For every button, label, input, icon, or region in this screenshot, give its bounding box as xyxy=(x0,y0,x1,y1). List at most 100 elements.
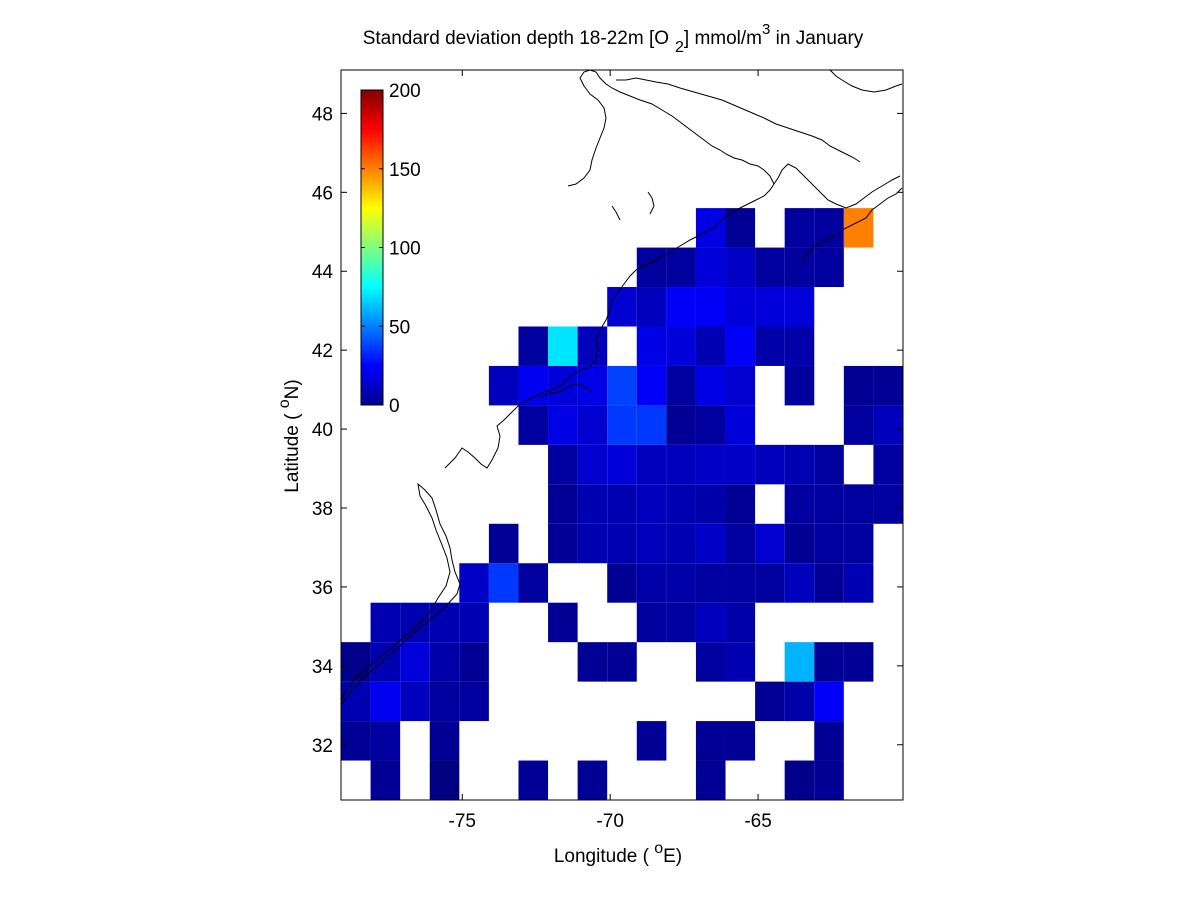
heatmap-cell xyxy=(666,405,696,445)
heatmap-cell xyxy=(548,365,578,406)
heatmap-cell xyxy=(518,365,549,406)
y-axis-ticks: 32 34 36 38 40 42 44 46 48 xyxy=(312,104,903,757)
heatmap-cell xyxy=(429,602,460,643)
heatmap-cell xyxy=(725,247,756,288)
heatmap-cell xyxy=(636,444,667,485)
heatmap-cell xyxy=(577,523,608,564)
heatmap-cell xyxy=(370,760,401,800)
heatmap-cells xyxy=(341,208,903,800)
heatmap-cell xyxy=(666,287,696,327)
heatmap-cell xyxy=(814,523,844,564)
plot-frame xyxy=(340,69,904,801)
heatmap-cell xyxy=(755,287,785,327)
heatmap-cell xyxy=(814,681,844,722)
heatmap-cell xyxy=(725,642,756,682)
heatmap-cell xyxy=(666,563,696,603)
heatmap-cell xyxy=(518,760,549,800)
heatmap-cell xyxy=(843,563,874,603)
heatmap-cell xyxy=(666,247,696,288)
heatmap-cell xyxy=(814,642,844,682)
heatmap-cell xyxy=(695,523,726,564)
heatmap-cell xyxy=(666,523,696,564)
heatmap-cell xyxy=(370,721,401,761)
heatmap-cell xyxy=(548,602,578,643)
heatmap-cell xyxy=(518,563,549,603)
heatmap-cell xyxy=(488,523,519,564)
heatmap-cell xyxy=(548,326,578,366)
coastline xyxy=(340,69,903,706)
heatmap-cell xyxy=(548,405,578,445)
heatmap-cell xyxy=(370,602,401,643)
heatmap-cell xyxy=(636,326,667,366)
heatmap-cell xyxy=(695,721,726,761)
heatmap-cell xyxy=(577,405,608,445)
heatmap-cell xyxy=(636,405,667,445)
y-tick-label: 34 xyxy=(312,657,334,678)
heatmap-cell xyxy=(577,484,608,524)
heatmap-cell xyxy=(429,681,460,722)
heatmap-cell xyxy=(784,681,815,722)
colorbar-tick-label: 200 xyxy=(389,81,421,102)
heatmap-cell xyxy=(695,405,726,445)
heatmap-cell xyxy=(459,563,489,603)
heatmap-cell xyxy=(814,208,844,248)
y-tick-label: 36 xyxy=(312,578,333,599)
heatmap-cell xyxy=(607,484,637,524)
heatmap-cell xyxy=(666,326,696,366)
heatmap-cell xyxy=(784,642,815,682)
heatmap-cell xyxy=(784,484,815,524)
heatmap-cell xyxy=(725,208,756,248)
heatmap-cell xyxy=(695,326,726,366)
heatmap-cell xyxy=(695,760,726,800)
heatmap-cell xyxy=(784,365,815,406)
heatmap-cell xyxy=(636,721,667,761)
heatmap-cell xyxy=(341,681,371,722)
heatmap-cell xyxy=(873,444,903,485)
heatmap-cell xyxy=(784,444,815,485)
colorbar-tick-label: 0 xyxy=(389,396,400,417)
heatmap-cell xyxy=(873,405,903,445)
y-tick-label: 32 xyxy=(312,736,333,757)
y-tick-label: 38 xyxy=(312,499,333,520)
heatmap-cell xyxy=(784,247,815,288)
heatmap-cell xyxy=(459,681,489,722)
heatmap-cell xyxy=(814,721,844,761)
heatmap-cell xyxy=(784,563,815,603)
y-tick-label: 40 xyxy=(312,420,333,441)
heatmap-cell xyxy=(429,721,460,761)
heatmap-cell xyxy=(784,326,815,366)
heatmap-cell xyxy=(636,602,667,643)
colorbar-tick-label: 50 xyxy=(389,317,410,338)
heatmap-cell xyxy=(459,642,489,682)
colorbar-tick-label: 100 xyxy=(389,239,421,260)
heatmap-cell xyxy=(370,642,401,682)
heatmap-cell xyxy=(725,444,756,485)
heatmap-cell xyxy=(666,484,696,524)
heatmap-cell xyxy=(518,326,549,366)
heatmap-cell xyxy=(666,602,696,643)
heatmap-cell xyxy=(429,760,460,800)
heatmap-cell xyxy=(695,484,726,524)
heatmap-cell xyxy=(725,405,756,445)
heatmap-cell xyxy=(814,563,844,603)
heatmap-cell xyxy=(755,563,785,603)
heatmap-cell xyxy=(725,602,756,643)
heatmap-cell xyxy=(607,287,637,327)
heatmap-cell xyxy=(843,523,874,564)
heatmap-cell xyxy=(607,405,637,445)
heatmap-cell xyxy=(607,523,637,564)
x-axis-label: Longitude ( oE) xyxy=(554,840,682,867)
heatmap-cell xyxy=(695,642,726,682)
heatmap-cell xyxy=(548,523,578,564)
heatmap-cell xyxy=(725,563,756,603)
heatmap-cell xyxy=(725,523,756,564)
heatmap-cell xyxy=(873,365,903,406)
heatmap-cell xyxy=(636,563,667,603)
heatmap-cell xyxy=(695,247,726,288)
heatmap-cell xyxy=(725,365,756,406)
heatmap-cell xyxy=(341,721,371,761)
heatmap-cell xyxy=(666,365,696,406)
y-axis-label: Latitude ( oN) xyxy=(276,379,303,492)
x-tick-label: -70 xyxy=(596,811,623,832)
